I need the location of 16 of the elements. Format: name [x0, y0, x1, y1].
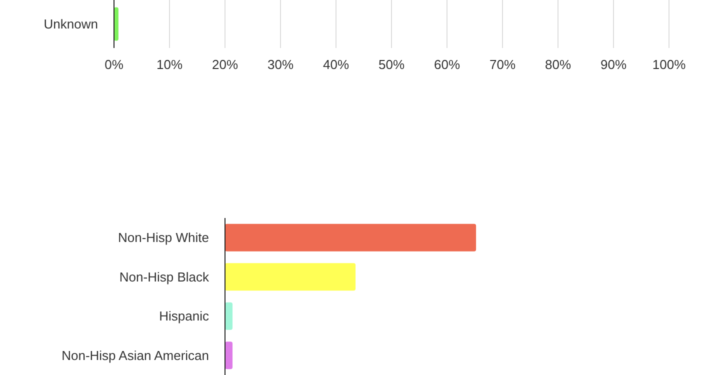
x-tick-label: 50% [378, 57, 405, 72]
x-tick-label: 70% [489, 57, 516, 72]
y-tick-label: Non-Hisp Asian American [62, 348, 209, 363]
x-tick-label: 0% [104, 57, 124, 72]
y-tick-label: Non-Hisp Black [119, 269, 210, 284]
y-tick-label: Hispanic [159, 308, 210, 324]
x-tick-label: 90% [600, 57, 627, 72]
x-tick-label: 20% [212, 57, 238, 72]
x-tick-label: 10% [156, 57, 183, 72]
x-tick-label: 30% [267, 57, 294, 72]
x-tick-label: 40% [322, 57, 350, 72]
y-tick-label: Unknown [44, 16, 98, 32]
x-tick-label: 60% [434, 57, 460, 72]
y-tick-label: Non-Hisp White [118, 230, 209, 246]
x-tick-label: 80% [544, 57, 572, 72]
x-tick-label: 100% [652, 57, 686, 72]
